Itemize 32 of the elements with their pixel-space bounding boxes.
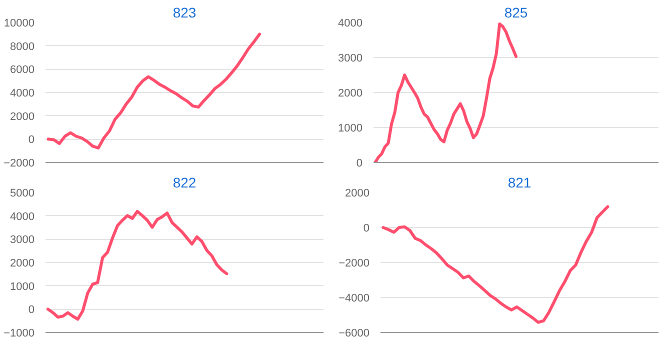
y-tick-label: 0 — [28, 134, 35, 146]
y-tick-label: 3000 — [338, 52, 363, 64]
line-series — [46, 32, 262, 150]
y-tick-label: 0 — [363, 222, 370, 234]
chart-title: 821 — [508, 174, 532, 190]
y-tick-label: −6000 — [338, 328, 370, 340]
chart-title: 823 — [172, 4, 196, 20]
y-tick-label: 4000 — [338, 18, 363, 30]
y-tick-label: 8000 — [10, 40, 35, 53]
y-tick-label: 1000 — [10, 280, 35, 293]
y-tick-label: −2000 — [338, 258, 370, 270]
y-tick-label: 4000 — [10, 88, 35, 100]
y-tick-label: −4000 — [338, 292, 370, 304]
y-tick-label: 5000 — [10, 188, 35, 200]
chart-title: 822 — [172, 174, 196, 190]
y-tick-label: 2000 — [10, 110, 35, 123]
line-series — [382, 205, 610, 324]
y-tick-label: 2000 — [10, 258, 35, 270]
y-tick-label: 2000 — [345, 188, 370, 200]
y-tick-label: −1000 — [4, 328, 35, 340]
chart-title: 825 — [504, 4, 528, 20]
y-tick-label: 0 — [28, 304, 35, 316]
y-tick-label: −2000 — [4, 158, 35, 170]
y-tick-label: 0 — [356, 158, 363, 170]
line-series — [374, 22, 518, 162]
y-tick-label: 2000 — [338, 88, 363, 100]
y-tick-label: 6000 — [10, 64, 35, 76]
y-tick-label: 4000 — [10, 210, 35, 223]
line-series — [46, 210, 228, 321]
y-tick-label: 10000 — [4, 18, 35, 30]
y-tick-label: 3000 — [10, 234, 35, 246]
y-tick-label: 1000 — [338, 122, 363, 134]
